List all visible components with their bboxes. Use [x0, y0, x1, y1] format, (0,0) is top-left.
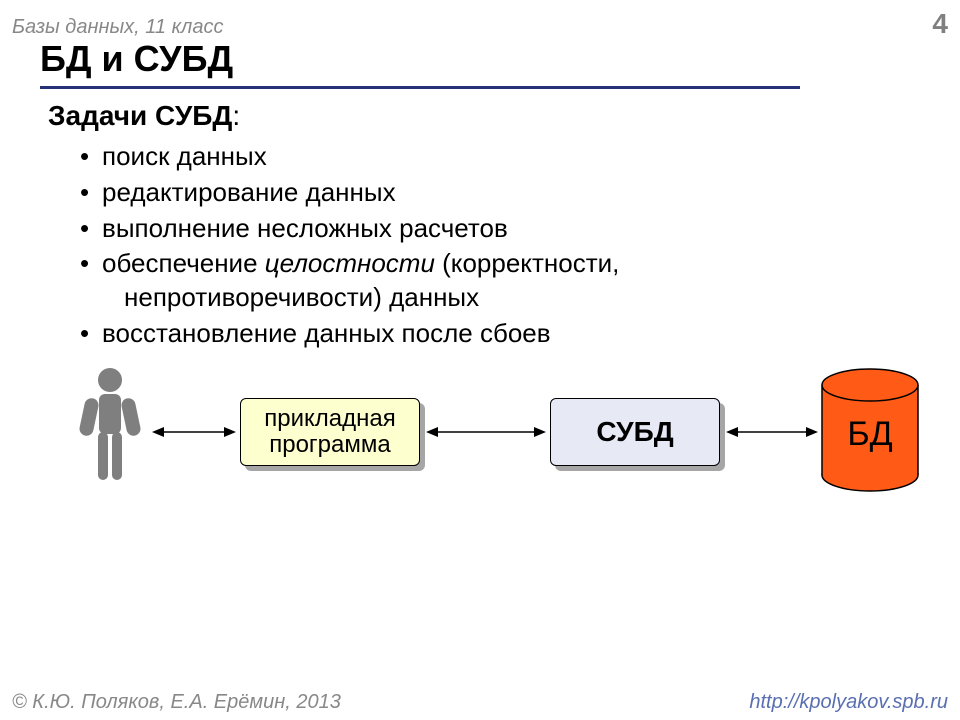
db-cylinder: БД [822, 369, 918, 491]
arrow-person-app [152, 427, 236, 437]
header: Базы данных, 11 класс 4 [12, 8, 948, 40]
footer-url: http://kpolyakov.spb.ru [749, 691, 948, 714]
arrow-app-dbms [426, 427, 546, 437]
list-item: обеспечение целостности (корректности, н… [80, 247, 619, 315]
dbms-label: СУБД [596, 417, 673, 448]
app-box: прикладная программа [240, 398, 420, 466]
section-heading-bold: Задачи СУБД [48, 100, 232, 131]
page-number: 4 [932, 8, 948, 40]
section-heading: Задачи СУБД: [48, 100, 240, 132]
slide: Базы данных, 11 класс 4 БД и СУБД Задачи… [0, 0, 960, 720]
footer-credit: © К.Ю. Поляков, Е.А. Ерёмин, 2013 [12, 691, 341, 714]
person-icon [78, 368, 142, 480]
list-item-continuation: непротиворечивости) данных [102, 281, 619, 315]
arrow-dbms-db [726, 427, 818, 437]
app-label-line1: прикладная [264, 406, 395, 432]
list-item: выполнение несложных расчетов [80, 212, 619, 246]
db-label: БД [847, 415, 892, 453]
breadcrumb: Базы данных, 11 класс [12, 16, 223, 39]
list-item: редактирование данных [80, 176, 619, 210]
footer: © К.Ю. Поляков, Е.А. Ерёмин, 2013 http:/… [12, 691, 948, 714]
list-item: восстановление данных после сбоев [80, 317, 619, 351]
diagram: БД прикладная прог [40, 350, 920, 510]
bullet-list: поиск данных редактирование данных выпол… [80, 140, 619, 353]
title-underline [40, 86, 800, 89]
section-heading-colon: : [232, 100, 240, 131]
app-label-line2: программа [264, 432, 395, 458]
list-item: поиск данных [80, 140, 619, 174]
page-title: БД и СУБД [40, 38, 233, 80]
diagram-svg: БД [40, 350, 920, 510]
dbms-box: СУБД [550, 398, 720, 466]
